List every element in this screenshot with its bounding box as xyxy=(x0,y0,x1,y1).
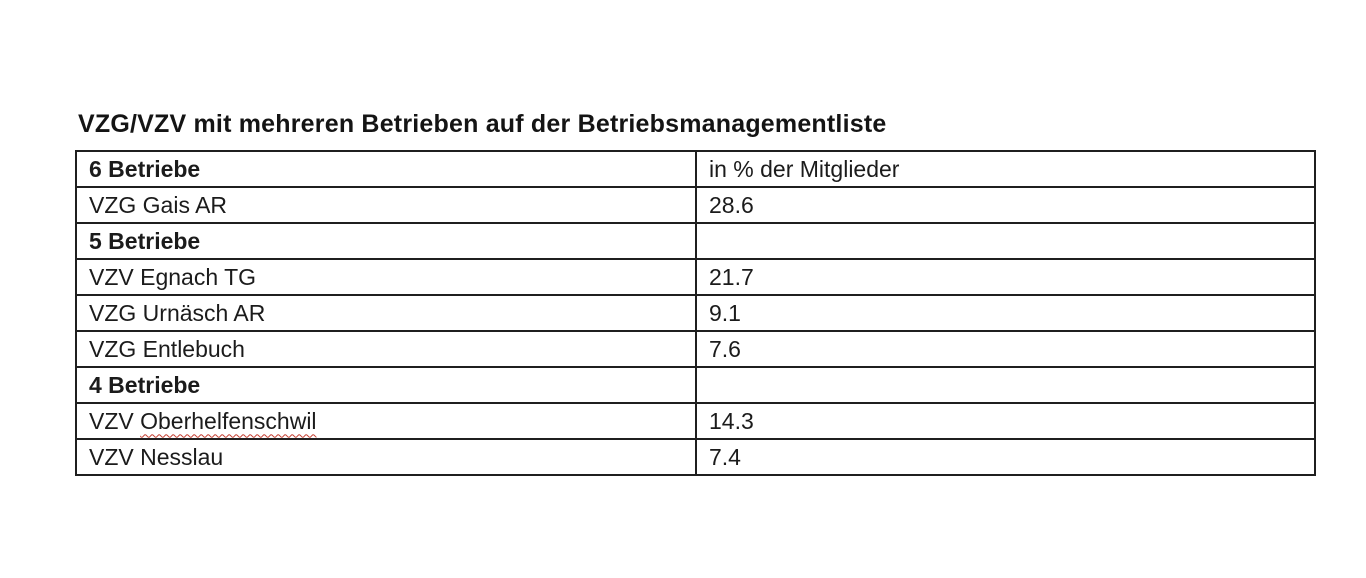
table-cell-value: 7.4 xyxy=(695,438,1316,476)
label-prefix: VZV xyxy=(89,407,141,434)
table-row: VZG Gais AR 28.6 xyxy=(75,186,1316,224)
table-cell-label: VZV Egnach TG xyxy=(75,258,697,296)
table-cell-value: 21.7 xyxy=(695,258,1316,296)
table-cell-value xyxy=(695,366,1316,404)
table-cell-value: 9.1 xyxy=(695,294,1316,332)
table-row: 6 Betriebe in % der Mitglieder xyxy=(75,150,1316,188)
table-cell-label: 4 Betriebe xyxy=(75,366,697,404)
table-cell-value: 28.6 xyxy=(695,186,1316,224)
table-cell-label: 5 Betriebe xyxy=(75,222,697,260)
misspelled-word: Oberhelfenschwil xyxy=(140,407,317,434)
document-title: VZG/VZV mit mehreren Betrieben auf der B… xyxy=(78,110,887,138)
table-row: 4 Betriebe xyxy=(75,366,1316,404)
table-row: 5 Betriebe xyxy=(75,222,1316,260)
table-row: VZV Egnach TG 21.7 xyxy=(75,258,1316,296)
table-cell-label: VZG Entlebuch xyxy=(75,330,697,368)
table-cell-label: VZG Gais AR xyxy=(75,186,697,224)
table-cell-label: VZV Oberhelfenschwil xyxy=(75,402,697,440)
table-row: VZV Nesslau 7.4 xyxy=(75,438,1316,476)
table-row: VZV Oberhelfenschwil 14.3 xyxy=(75,402,1316,440)
table-cell-label: 6 Betriebe xyxy=(75,150,697,188)
table-cell-value: in % der Mitglieder xyxy=(695,150,1316,188)
betriebe-table: 6 Betriebe in % der Mitglieder VZG Gais … xyxy=(75,150,1316,476)
table-row: VZG Entlebuch 7.6 xyxy=(75,330,1316,368)
table-cell-value: 14.3 xyxy=(695,402,1316,440)
table-cell-label: VZG Urnäsch AR xyxy=(75,294,697,332)
table-cell-label: VZV Nesslau xyxy=(75,438,697,476)
table-cell-value xyxy=(695,222,1316,260)
table-row: VZG Urnäsch AR 9.1 xyxy=(75,294,1316,332)
table-cell-value: 7.6 xyxy=(695,330,1316,368)
